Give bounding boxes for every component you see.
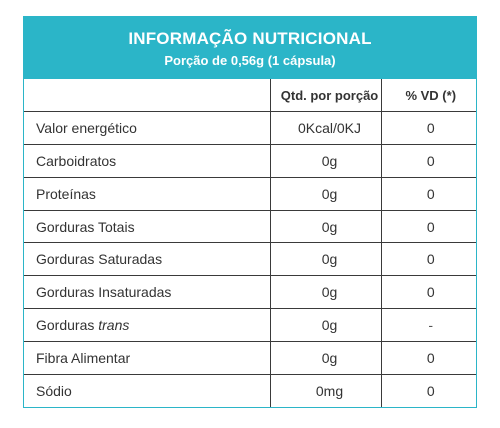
nutrient-name-prefix: Gorduras bbox=[36, 316, 99, 333]
nutrient-quantity: 0g bbox=[270, 177, 382, 211]
nutrition-facts-panel: INFORMAÇÃO NUTRICIONAL Porção de 0,56g (… bbox=[23, 16, 477, 408]
table-row: Gorduras Insaturadas 0g 0 bbox=[24, 275, 476, 310]
nutrient-daily-value: 0 bbox=[381, 341, 476, 375]
table-row: Proteínas 0g 0 bbox=[24, 177, 476, 211]
column-header-nutrient bbox=[24, 79, 271, 113]
table-row: Gorduras Totais 0g 0 bbox=[24, 210, 476, 244]
nutrient-daily-value: 0 bbox=[381, 144, 476, 178]
table-row: Gorduras Saturadas 0g 0 bbox=[24, 242, 476, 277]
nutrient-name: Gorduras Saturadas bbox=[24, 242, 271, 277]
nutrient-daily-value: 0 bbox=[426, 382, 435, 399]
table-row: Valor energético 0Kcal/0KJ 0 bbox=[24, 111, 476, 146]
nutrient-daily-value: 0 bbox=[381, 242, 476, 277]
table-row: Sódio 0mg 0 bbox=[24, 374, 476, 407]
nutrient-daily-value: 0 bbox=[381, 210, 476, 244]
nutrient-name: Gorduras Insaturadas bbox=[24, 275, 271, 310]
nutrient-quantity: 0g bbox=[270, 242, 382, 277]
nutrient-name-italic: trans bbox=[98, 316, 130, 333]
nutrient-name: Sódio bbox=[24, 374, 271, 407]
nutrient-name: Gorduras trans bbox=[24, 308, 271, 342]
nutrient-quantity: 0g bbox=[270, 275, 382, 310]
nutrition-header: INFORMAÇÃO NUTRICIONAL Porção de 0,56g (… bbox=[24, 17, 476, 79]
nutrient-name: Fibra Alimentar bbox=[24, 341, 271, 375]
nutrient-quantity: 0g bbox=[270, 144, 382, 178]
nutrient-daily-value: 0 bbox=[381, 177, 476, 211]
column-header-daily-value: % VD (*) bbox=[381, 79, 476, 113]
nutrient-quantity: 0g bbox=[270, 341, 382, 375]
column-header-quantity: Qtd. por porção bbox=[270, 79, 382, 113]
nutrient-name: Proteínas bbox=[24, 177, 271, 211]
nutrient-name: Gorduras Totais bbox=[24, 210, 271, 244]
nutrient-quantity: 0Kcal/0KJ bbox=[270, 111, 382, 146]
table-row: Gorduras trans 0g - bbox=[24, 308, 476, 342]
nutrient-daily-value: - bbox=[381, 308, 476, 342]
table-header-row: Qtd. por porção % VD (*) bbox=[24, 79, 476, 113]
table-row: Carboidratos 0g 0 bbox=[24, 144, 476, 178]
serving-size: Porção de 0,56g (1 cápsula) bbox=[164, 53, 336, 68]
nutrition-title: INFORMAÇÃO NUTRICIONAL bbox=[128, 29, 372, 48]
table-row: Fibra Alimentar 0g 0 bbox=[24, 341, 476, 375]
nutrient-daily-value: 0 bbox=[381, 111, 476, 146]
nutrient-daily-value: 0 bbox=[381, 275, 476, 310]
nutrition-table: Qtd. por porção % VD (*) Valor energétic… bbox=[24, 79, 476, 407]
nutrient-quantity: 0g bbox=[270, 308, 382, 342]
nutrient-quantity: 0mg bbox=[270, 374, 382, 407]
nutrient-quantity: 0g bbox=[270, 210, 382, 244]
nutrient-name: Valor energético bbox=[24, 111, 271, 146]
nutrient-name: Carboidratos bbox=[24, 144, 271, 178]
